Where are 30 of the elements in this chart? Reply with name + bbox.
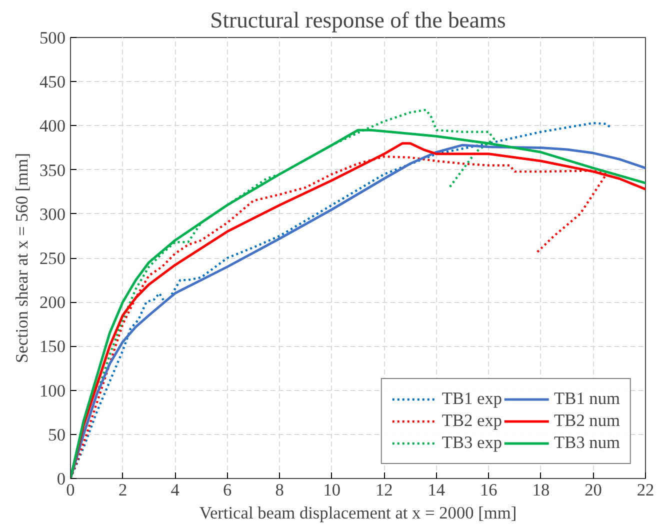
- y-tick-label: 300: [40, 204, 66, 224]
- legend-label: TB3 num: [554, 433, 620, 453]
- x-tick-label: 6: [222, 480, 232, 500]
- x-tick-label: 8: [275, 480, 284, 500]
- y-tick-label: 150: [40, 337, 66, 356]
- y-tick-label: 450: [40, 72, 66, 92]
- y-tick-label: 200: [40, 293, 66, 312]
- x-tick-label: 10: [323, 480, 341, 500]
- legend-label: TB1 exp: [442, 389, 502, 409]
- y-tick-label: 100: [40, 381, 66, 400]
- x-tick-label: 4: [170, 480, 180, 500]
- y-axis-title: Section shear at x = 560 [mm]: [12, 153, 32, 363]
- legend-label: TB2 num: [554, 411, 620, 431]
- chart-title: Structural response of the beams: [210, 8, 506, 32]
- y-tick-label: 350: [40, 160, 66, 180]
- x-tick-label: 12: [375, 480, 393, 500]
- legend-label: TB3 exp: [442, 433, 502, 453]
- legend-label: TB2 exp: [442, 411, 502, 431]
- y-tick-label: 400: [40, 116, 66, 136]
- x-tick-label: 16: [480, 480, 498, 500]
- y-tick-label: 50: [48, 425, 66, 444]
- x-tick-label: 18: [532, 480, 550, 500]
- x-axis-title: Vertical beam displacement at x = 2000 [mm]: [199, 504, 517, 522]
- y-tick-label: 500: [40, 28, 66, 48]
- y-tick-label: 250: [40, 249, 66, 268]
- x-tick-label: 2: [118, 480, 128, 500]
- legend-label: TB1 num: [554, 389, 620, 409]
- x-tick-label: 22: [636, 480, 654, 500]
- x-tick-label: 20: [584, 480, 602, 500]
- x-tick-label: 14: [428, 480, 446, 500]
